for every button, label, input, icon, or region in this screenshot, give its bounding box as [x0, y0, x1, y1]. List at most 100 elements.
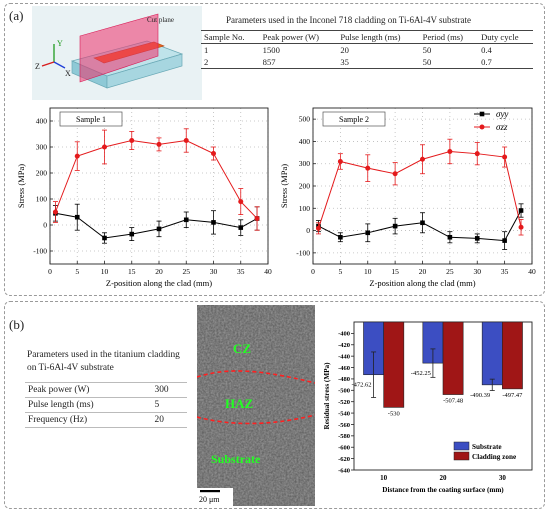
substrate-side-face: [106, 53, 183, 89]
data-label: -530: [388, 410, 400, 417]
params-header: Duty cycle: [481, 32, 519, 42]
y-tick-label: -440: [338, 353, 350, 360]
axis3d-x-label: X: [65, 69, 71, 78]
params-header: Sample No.: [204, 32, 245, 42]
panel-a-label: (a): [9, 8, 24, 23]
data-point: [74, 153, 80, 159]
panel-b: [4, 301, 545, 509]
y-tick-label: 400: [299, 137, 311, 146]
x-tick-label: 10: [101, 267, 109, 276]
y-tick-label: 300: [36, 143, 48, 152]
sample-box: [322, 111, 386, 127]
legend-marker: [479, 111, 485, 117]
data-point: [238, 199, 244, 205]
legend-swatch: [453, 451, 470, 461]
sample-box: [59, 111, 123, 127]
y-tick-label: 100: [36, 195, 48, 204]
bar: [481, 321, 503, 386]
y-axis-label: Residual stress (MPa): [323, 362, 331, 430]
params-cell: 20: [154, 415, 164, 425]
data-point: [338, 234, 343, 240]
y-tick-label: -600: [338, 445, 350, 452]
x-tick-label: 20: [419, 267, 427, 276]
y-tick-label: 0: [306, 226, 310, 235]
y-tick-label: 400: [36, 117, 48, 126]
x-tick-label: 35: [501, 267, 509, 276]
x-tick-label: 35: [237, 267, 245, 276]
data-label: -490.39: [470, 392, 490, 399]
panel-b-params-title: Parameters used in the titanium cladding…: [27, 350, 180, 373]
x-tick-label: 20: [155, 267, 163, 276]
y-tick-label: -560: [338, 422, 350, 429]
data-point: [315, 225, 321, 231]
data-point: [518, 224, 524, 230]
stress-chart-sample-1: 0 5 10 15 20 25 30 35 40 -100 0 100 200 300 400 Z-posit…: [16, 107, 272, 288]
y-tick-label: 500: [299, 115, 311, 124]
data-point: [102, 144, 107, 150]
params-header: Peak power (W): [262, 32, 319, 42]
data-point: [238, 225, 244, 230]
x-tick-label: 5: [339, 267, 343, 276]
data-point: [183, 138, 189, 143]
y-tick-label: -520: [338, 399, 350, 406]
params-cell: 857: [262, 57, 276, 67]
y-tick-label: -620: [338, 456, 350, 463]
y-tick-label: 0: [43, 221, 47, 230]
params-cell: 35: [340, 57, 349, 67]
y-tick-label: -400: [338, 331, 350, 338]
y-axis-label: Stress (MPa): [279, 164, 289, 208]
haz-label: HAZ: [225, 396, 254, 411]
params-cell: 1: [204, 45, 209, 55]
data-point: [156, 226, 162, 232]
data-point: [337, 158, 343, 164]
x-tick-label: 30: [474, 267, 482, 276]
x-tick-label: 30: [499, 474, 507, 482]
data-point: [102, 235, 107, 241]
data-point: [74, 214, 80, 220]
stress-chart-sample-2: 0 5 10 15 20 25 30 35 40 -100 0 100 200 300 400 500 Z-po…: [279, 107, 536, 288]
haz-boundary-line: [197, 414, 315, 425]
sample-box-label: Sample 1: [76, 115, 106, 124]
data-point: [211, 151, 216, 156]
data-point: [129, 138, 135, 143]
panel-a-params-table: Sample No. Peak power (W) Pulse length (…: [201, 30, 533, 69]
y-tick-label: 200: [299, 182, 311, 191]
data-point: [392, 171, 398, 177]
data-point: [211, 220, 216, 225]
cz-boundary-line: [197, 370, 315, 384]
data-point: [365, 165, 371, 171]
y-tick-label: -540: [338, 410, 350, 417]
legend-label: σyy: [496, 109, 508, 119]
legend-swatch: [453, 441, 470, 451]
params-cell: 50: [422, 57, 432, 67]
params-cell: 0.7: [481, 57, 492, 67]
y-tick-label: 300: [299, 159, 311, 168]
legend-label: Substrate: [472, 443, 502, 451]
data-point: [183, 217, 189, 223]
x-tick-label: 30: [210, 267, 218, 276]
x-tick-label: 25: [183, 267, 191, 276]
substrate-label: Substrate: [211, 452, 261, 466]
params-header: Period (ms): [422, 32, 464, 42]
series-line: [318, 210, 522, 242]
y-tick-label: -480: [338, 376, 350, 383]
params-cell: 1500: [262, 45, 280, 55]
data-point: [52, 209, 58, 215]
legend-label: σzz: [496, 122, 508, 132]
clad-schematic: Cut plane Y Z X: [32, 6, 202, 100]
params-cell: 2: [204, 57, 209, 67]
y-axis-label: Stress (MPa): [16, 164, 26, 208]
data-point: [392, 223, 398, 229]
panel-a: [4, 3, 545, 296]
x-tick-label: 40: [264, 267, 272, 276]
data-point: [156, 141, 162, 147]
params-cell: 0.4: [481, 45, 492, 55]
params-cell: 300: [154, 385, 169, 395]
params-cell: 20: [340, 45, 349, 55]
legend-marker: [479, 124, 485, 130]
params-header: Pulse length (ms): [340, 32, 401, 42]
x-axis-label: Z-position along the clad (mm): [106, 278, 212, 288]
data-point: [502, 238, 507, 243]
data-point: [365, 230, 371, 236]
x-tick-label: 0: [311, 267, 315, 276]
